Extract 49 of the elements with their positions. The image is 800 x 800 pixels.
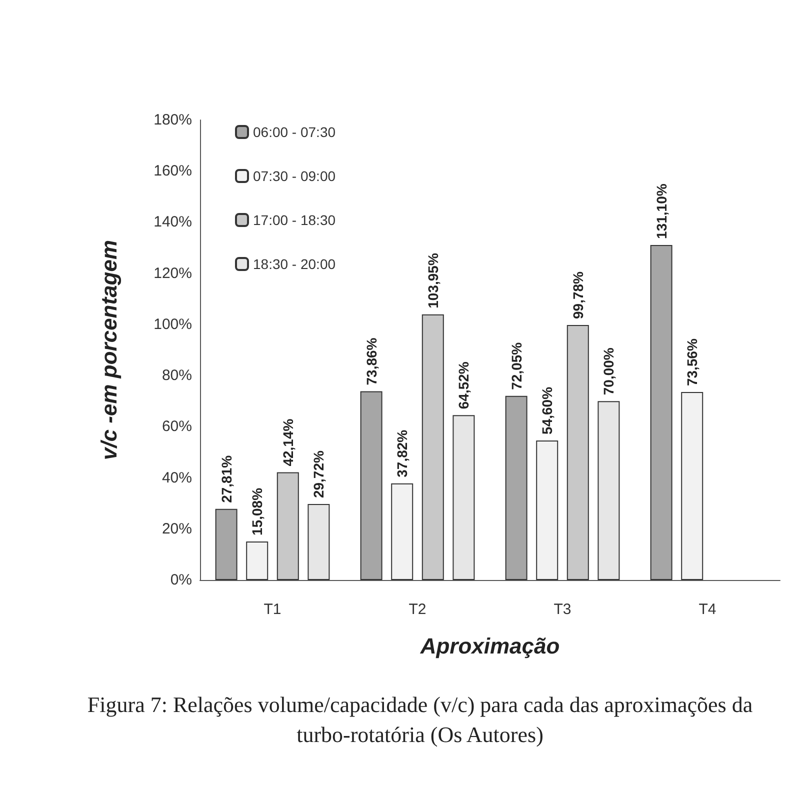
x-tick-label: T4 — [698, 601, 716, 618]
data-label: 103,95% — [424, 252, 441, 308]
y-tick-label: 40% — [162, 469, 192, 486]
y-tick-label: 20% — [162, 520, 192, 538]
data-label: 72,05% — [508, 342, 524, 390]
y-tick-label: 160% — [154, 162, 192, 180]
data-label: 99,78% — [570, 270, 586, 320]
legend-label: 07:30 - 09:00 — [253, 168, 336, 184]
bar — [505, 396, 528, 580]
data-label: 15,08% — [249, 487, 266, 536]
bar — [681, 392, 704, 580]
legend-label: 17:00 - 18:30 — [253, 212, 336, 228]
bar — [650, 244, 672, 580]
x-tick-label: T2 — [408, 601, 426, 618]
legend-label: 18:30 - 20:00 — [253, 256, 336, 272]
bar — [422, 314, 444, 580]
bar — [598, 401, 620, 580]
data-label: 54,60% — [539, 386, 556, 434]
bar — [360, 391, 382, 580]
x-tick-label: T1 — [264, 601, 282, 618]
y-tick-label: 100% — [154, 316, 192, 333]
y-tick-label: 120% — [154, 264, 192, 282]
bar — [391, 483, 414, 580]
data-label: 64,52% — [456, 361, 472, 410]
x-axis-title: Aproximação — [419, 634, 560, 658]
bar — [246, 541, 268, 580]
y-tick-label: 180% — [154, 112, 192, 128]
legend-label: 06:00 - 07:30 — [253, 124, 336, 140]
data-label: 73,56% — [684, 338, 700, 386]
y-tick-label: 80% — [162, 367, 192, 384]
y-axis-title: v/c -em porcentagem — [96, 240, 122, 460]
data-label: 131,10% — [653, 183, 670, 239]
text: Figura 7: Relações volume/capacidade (v/c) para cada das aproximações da turbo-rotatória (Os Autores) — [86, 691, 754, 749]
y-tick-label: 0% — [170, 572, 192, 588]
data-label: 37,82% — [394, 429, 410, 478]
data-label: 73,86% — [363, 337, 380, 386]
bar — [536, 440, 558, 580]
data-label: 70,00% — [600, 347, 617, 396]
data-label: 42,14% — [280, 418, 296, 466]
bar — [276, 472, 299, 580]
bar — [215, 508, 238, 580]
bar — [566, 325, 589, 580]
y-tick-label: 140% — [154, 214, 192, 231]
bar — [308, 504, 330, 580]
y-tick-label: 60% — [162, 418, 192, 436]
data-label: 27,81% — [218, 454, 234, 503]
data-label: 29,72% — [310, 450, 327, 498]
bar — [452, 415, 475, 580]
x-tick-label: T3 — [554, 601, 572, 618]
